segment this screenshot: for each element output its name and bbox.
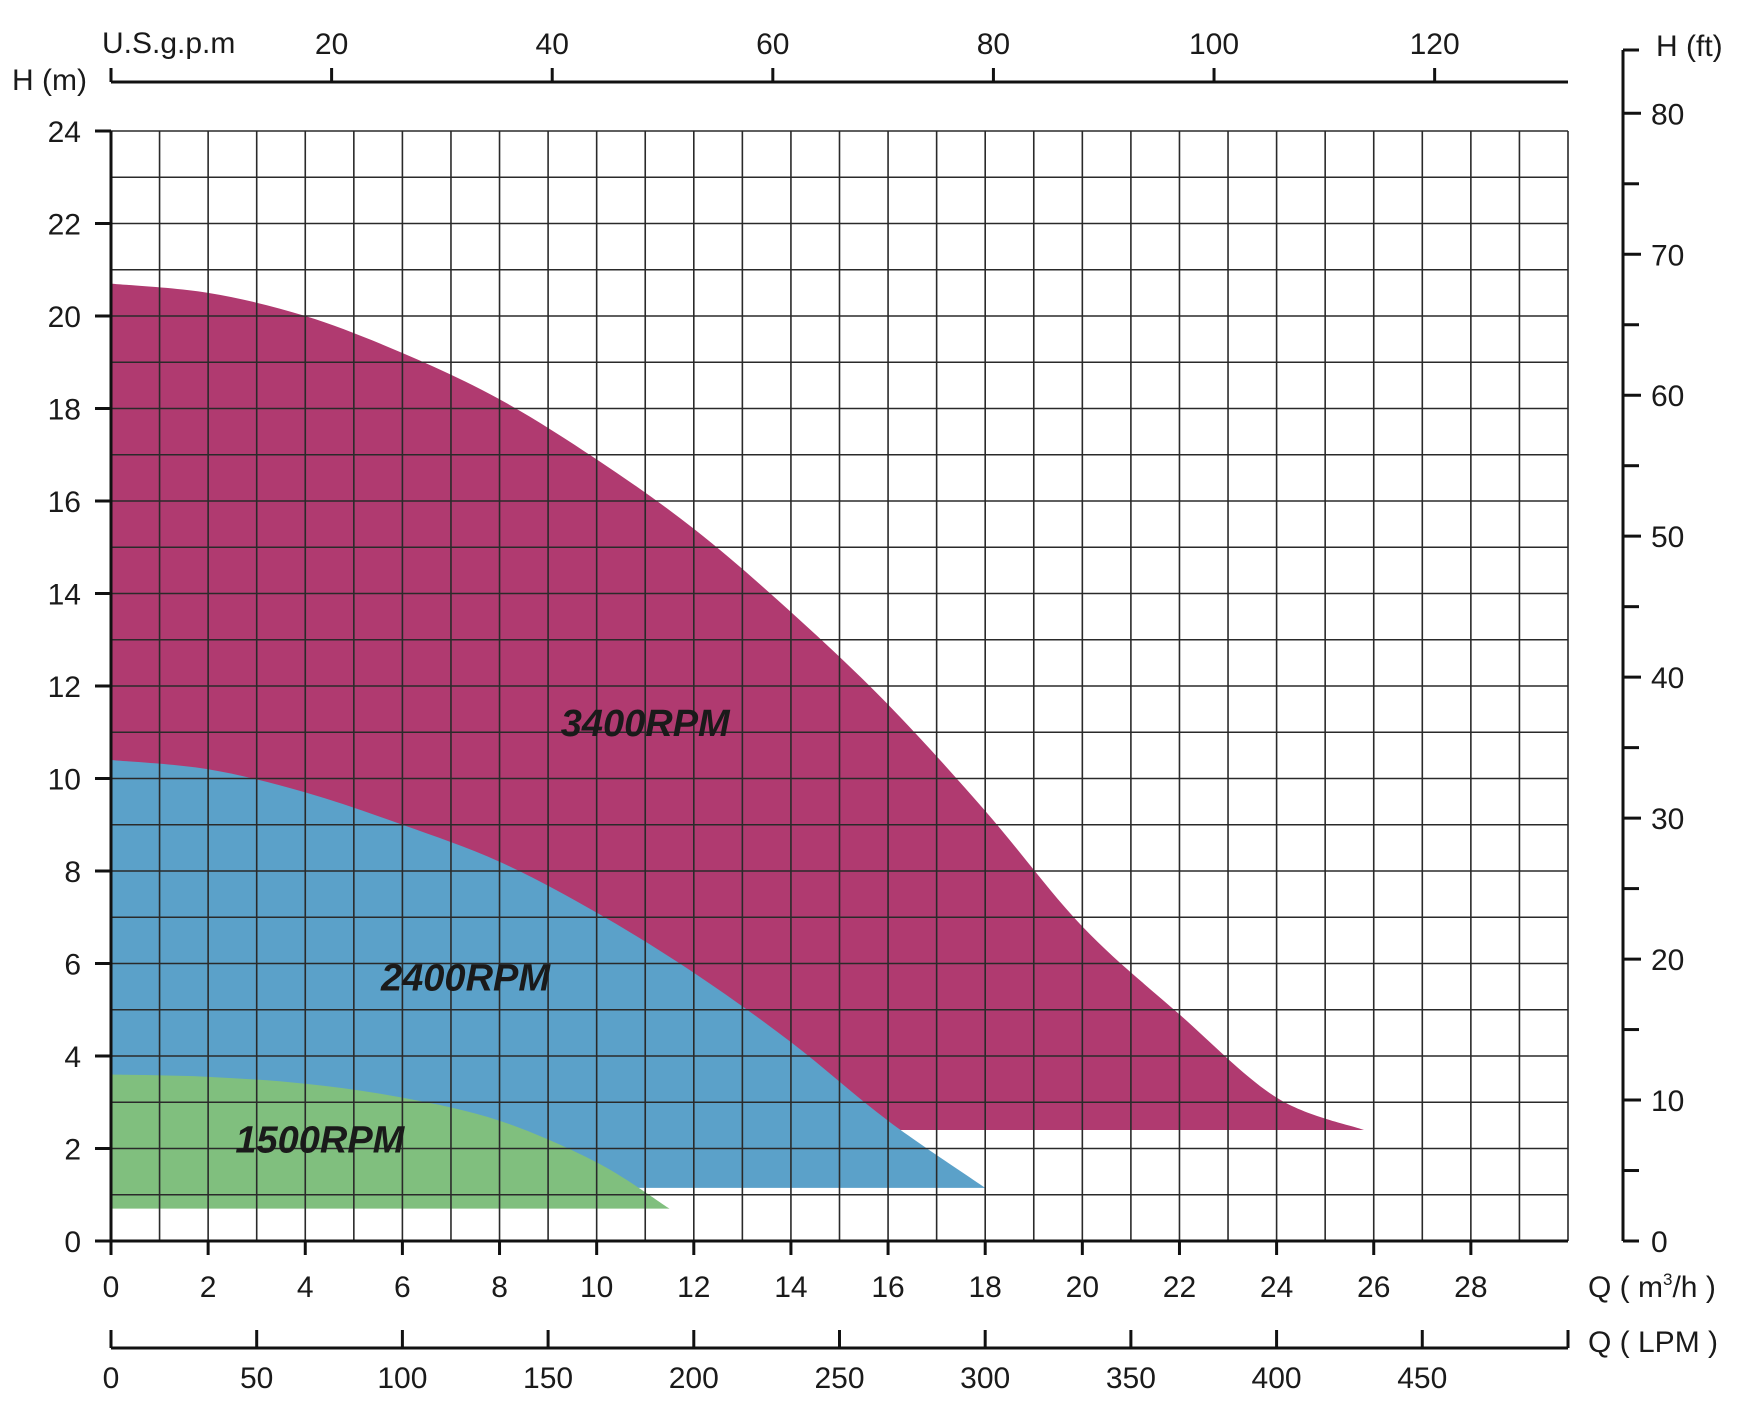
x-tick-label: 6	[394, 1271, 411, 1304]
lpm-tick-label: 50	[240, 1362, 273, 1395]
x-tick-label: 18	[969, 1271, 1002, 1304]
x-tick-label: 20	[1066, 1271, 1099, 1304]
ft-tick-label: 0	[1651, 1226, 1668, 1259]
x-tick-label: 10	[580, 1271, 613, 1304]
gpm-tick-label: 100	[1189, 28, 1239, 61]
x-tick-label: 26	[1357, 1271, 1390, 1304]
label-2400rpm: 2400RPM	[380, 957, 551, 999]
y-tick-label: 20	[48, 301, 81, 334]
lpm-tick-label: 100	[377, 1362, 427, 1395]
ft-tick-label: 60	[1651, 380, 1684, 413]
x-tick-label: 12	[677, 1271, 710, 1304]
y-tick-label: 8	[64, 856, 81, 889]
lpm-axis-title: Q ( LPM )	[1588, 1326, 1718, 1359]
x-axis-title-superscript: 3	[1663, 1270, 1672, 1289]
x-tick-label: 0	[103, 1271, 120, 1304]
y-tick-label: 10	[48, 764, 81, 797]
y-tick-label: 2	[64, 1134, 81, 1167]
lpm-tick-label: 350	[1106, 1362, 1156, 1395]
x-axis-title-tail: /h )	[1672, 1271, 1715, 1304]
y-tick-label: 24	[48, 116, 81, 149]
lpm-tick-label: 300	[960, 1362, 1010, 1395]
grid	[110, 130, 1569, 1242]
lpm-tick-label: 200	[669, 1362, 719, 1395]
gpm-axis-title: U.S.g.p.m	[102, 27, 235, 60]
ft-tick-label: 80	[1651, 98, 1684, 131]
y-tick-label: 22	[48, 209, 81, 242]
ft-axis-title: H (ft)	[1656, 30, 1723, 63]
x-tick-label: 14	[774, 1271, 807, 1304]
x-tick-label: 4	[297, 1271, 314, 1304]
gpm-tick-label: 80	[977, 28, 1010, 61]
y-tick-label: 14	[48, 579, 81, 612]
y-tick-label: 4	[64, 1041, 81, 1074]
gpm-tick-label: 20	[315, 28, 348, 61]
x-tick-label: 2	[200, 1271, 217, 1304]
label-1500rpm: 1500RPM	[235, 1119, 405, 1161]
ft-tick-label: 20	[1651, 944, 1684, 977]
y-axis-title: H (m)	[12, 64, 87, 97]
y-tick-label: 16	[48, 486, 81, 519]
series-areas	[111, 283, 1365, 1209]
lpm-tick-label: 250	[814, 1362, 864, 1395]
x-tick-label: 24	[1260, 1271, 1293, 1304]
gpm-tick-label: 60	[756, 28, 789, 61]
gpm-tick-label: 40	[536, 28, 569, 61]
label-3400rpm: 3400RPM	[561, 703, 731, 745]
series-labels: 3400RPM 2400RPM 1500RPM	[235, 703, 731, 1161]
y-tick-label: 6	[64, 949, 81, 982]
y-tick-label: 12	[48, 671, 81, 704]
ft-tick-label: 70	[1651, 239, 1684, 272]
x-tick-label: 28	[1454, 1271, 1487, 1304]
ft-tick-label: 10	[1651, 1085, 1684, 1118]
lpm-tick-label: 150	[523, 1362, 573, 1395]
y-tick-label: 18	[48, 394, 81, 427]
x-tick-label: 22	[1163, 1271, 1196, 1304]
lpm-tick-label: 400	[1252, 1362, 1302, 1395]
ft-tick-label: 40	[1651, 662, 1684, 695]
ft-tick-label: 50	[1651, 521, 1684, 554]
lpm-tick-label: 450	[1397, 1362, 1447, 1395]
x-tick-label: 16	[871, 1271, 904, 1304]
lpm-tick-label: 0	[103, 1362, 120, 1395]
x-tick-label: 8	[491, 1271, 508, 1304]
x-axis-title: Q ( m3/h )	[1588, 1270, 1716, 1304]
gpm-tick-label: 120	[1410, 28, 1460, 61]
ft-tick-label: 30	[1651, 803, 1684, 836]
area-1500rpm	[111, 1074, 670, 1209]
y-tick-label: 0	[64, 1226, 81, 1259]
